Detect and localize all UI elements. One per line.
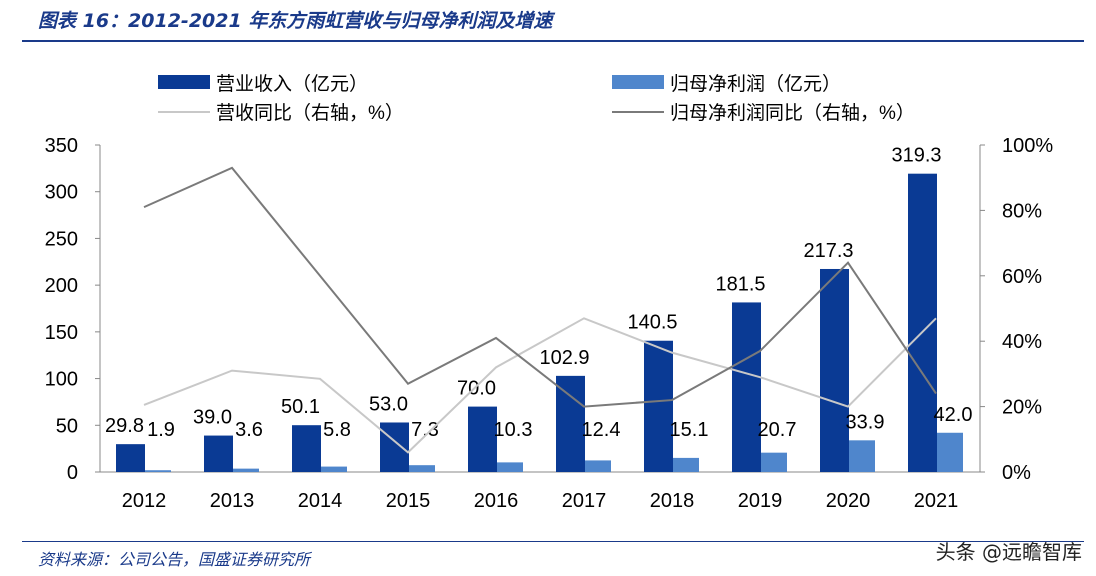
left-tick-label: 300 <box>45 182 78 204</box>
data-label-revenue: 70.0 <box>457 378 496 400</box>
data-label-net-profit: 1.9 <box>147 419 175 441</box>
right-tick-label: 0% <box>1002 462 1031 484</box>
bar-net-profit <box>233 468 259 472</box>
left-tick-label: 50 <box>56 415 78 437</box>
x-tick-label: 2016 <box>474 490 519 512</box>
legend-swatch <box>612 75 664 89</box>
bar-revenue <box>204 435 233 472</box>
data-label-net-profit: 7.3 <box>411 419 439 441</box>
bar-revenue <box>292 425 321 472</box>
data-label-revenue: 50.1 <box>281 396 320 418</box>
bar-net-profit <box>321 466 347 472</box>
left-tick-label: 200 <box>45 275 78 297</box>
data-label-net-profit: 10.3 <box>494 419 533 441</box>
legend-label: 归母净利润同比（右轴，%） <box>670 102 915 124</box>
bar-net-profit <box>585 460 611 472</box>
data-label-net-profit: 15.1 <box>670 419 709 441</box>
bar-net-profit <box>761 452 787 472</box>
right-tick-label: 20% <box>1002 397 1042 419</box>
figure-title: 图表 16：2012-2021 年东方雨虹营收与归母净利润及增速 <box>38 10 553 32</box>
bar-revenue <box>820 268 849 472</box>
x-tick-label: 2021 <box>914 490 959 512</box>
data-label-net-profit: 20.7 <box>758 419 797 441</box>
bar-revenue <box>732 302 761 472</box>
bar-revenue <box>116 444 145 472</box>
left-tick-label: 0 <box>67 462 78 484</box>
data-label-net-profit: 33.9 <box>846 411 885 433</box>
data-label-revenue: 140.5 <box>627 312 677 334</box>
x-tick-label: 2018 <box>650 490 695 512</box>
legend-label: 营收同比（右轴，%） <box>216 102 404 124</box>
right-tick-label: 40% <box>1002 331 1042 353</box>
left-tick-label: 250 <box>45 228 78 250</box>
bar-revenue <box>556 375 585 472</box>
data-label-revenue: 53.0 <box>369 393 408 415</box>
data-label-revenue: 102.9 <box>539 347 589 369</box>
footer-divider <box>22 541 1084 542</box>
bar-revenue <box>644 340 673 472</box>
line-revenue-growth <box>143 317 937 454</box>
legend-label: 归母净利润（亿元） <box>670 73 841 95</box>
bar-revenue <box>468 406 497 472</box>
x-tick-label: 2019 <box>738 490 783 512</box>
right-tick-label: 80% <box>1002 200 1042 222</box>
data-label-revenue: 39.0 <box>193 407 232 429</box>
data-label-revenue: 181.5 <box>715 273 765 295</box>
x-tick-label: 2012 <box>122 490 167 512</box>
bar-net-profit <box>145 470 171 472</box>
left-tick-label: 150 <box>45 322 78 344</box>
watermark: 头条 @远瞻智库 <box>935 540 1082 564</box>
left-tick-label: 100 <box>45 369 78 391</box>
data-label-revenue: 217.3 <box>803 240 853 262</box>
bar-net-profit <box>409 465 435 472</box>
source-note: 资料来源：公司公告，国盛证券研究所 <box>38 550 311 569</box>
line-net-profit-growth <box>143 166 937 408</box>
bar-revenue <box>380 422 409 472</box>
data-label-net-profit: 12.4 <box>582 419 621 441</box>
legend-swatch <box>158 75 210 89</box>
data-label-revenue: 29.8 <box>105 415 144 437</box>
x-tick-label: 2017 <box>562 490 607 512</box>
bar-net-profit <box>937 432 963 472</box>
title-divider <box>22 40 1084 42</box>
bar-net-profit <box>673 457 699 472</box>
x-tick-label: 2014 <box>298 490 343 512</box>
data-label-net-profit: 5.8 <box>323 419 351 441</box>
x-tick-label: 2015 <box>386 490 431 512</box>
right-tick-label: 100% <box>1002 135 1053 157</box>
bar-net-profit <box>497 462 523 472</box>
data-label-revenue: 319.3 <box>891 145 941 167</box>
data-label-net-profit: 3.6 <box>235 419 263 441</box>
legend-label: 营业收入（亿元） <box>216 73 368 95</box>
data-label-net-profit: 42.0 <box>934 404 973 426</box>
left-tick-label: 350 <box>45 135 78 157</box>
right-tick-label: 60% <box>1002 266 1042 288</box>
bar-net-profit <box>849 440 875 472</box>
x-tick-label: 2013 <box>210 490 255 512</box>
x-tick-label: 2020 <box>826 490 871 512</box>
